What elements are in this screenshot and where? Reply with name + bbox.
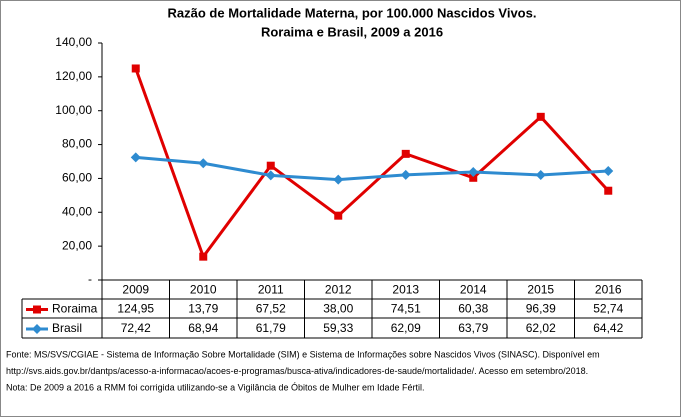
table-value: 74,51	[391, 302, 421, 316]
marker	[130, 152, 141, 163]
table-value: 61,79	[256, 321, 286, 335]
legend-marker	[32, 324, 42, 334]
table-value: 68,94	[188, 321, 218, 335]
table-value: 38,00	[323, 302, 353, 316]
marker	[401, 149, 410, 158]
marker	[469, 173, 478, 182]
y-tick-label: 20,00	[62, 238, 92, 252]
table-value: 72,42	[121, 321, 151, 335]
table-value: 60,38	[458, 302, 488, 316]
table-value: 96,39	[526, 302, 556, 316]
table-value: 63,79	[458, 321, 488, 335]
series-line	[135, 155, 609, 182]
marker	[266, 161, 275, 170]
marker	[536, 112, 545, 121]
chart-title: Razão de Mortalidade Materna, por 100.00…	[168, 5, 537, 20]
x-tick-label: 2009	[122, 283, 149, 297]
table-value: 64,42	[593, 321, 623, 335]
x-tick-label: 2010	[190, 283, 217, 297]
legend-marker	[33, 305, 41, 314]
marker	[468, 167, 479, 178]
marker	[334, 211, 343, 220]
series-line	[134, 67, 610, 260]
x-tick-label: 2013	[392, 283, 419, 297]
y-tick-label: 60,00	[62, 171, 92, 185]
marker	[604, 186, 613, 195]
marker	[265, 170, 276, 181]
marker	[535, 170, 546, 181]
marker	[199, 252, 208, 261]
x-tick-label: 2011	[258, 283, 284, 297]
x-tick-label: 2016	[595, 283, 622, 297]
table-value: 13,79	[188, 302, 218, 316]
x-tick-label: 2014	[460, 283, 487, 297]
table-value: 124,95	[117, 302, 154, 316]
y-tick-label: -	[88, 272, 92, 286]
legend-label: Brasil	[52, 321, 82, 335]
table-value: 62,09	[391, 321, 421, 335]
legend-label: Roraima	[52, 302, 98, 316]
marker	[333, 174, 344, 185]
note: http://svs.aids.gov.br/dantps/acesso-a-i…	[6, 366, 588, 376]
table-value: 52,74	[593, 302, 623, 316]
chart-subtitle: Roraima e Brasil, 2009 a 2016	[261, 24, 443, 39]
marker	[603, 165, 614, 176]
table-value: 62,02	[526, 321, 556, 335]
table-value: 59,33	[323, 321, 353, 335]
x-tick-label: 2012	[325, 283, 352, 297]
x-tick-label: 2015	[527, 283, 554, 297]
y-tick-label: 140,00	[55, 35, 92, 49]
y-tick-label: 120,00	[55, 69, 92, 83]
y-tick-label: 100,00	[55, 103, 92, 117]
marker	[131, 64, 140, 73]
table-value: 67,52	[256, 302, 286, 316]
marker	[198, 158, 209, 169]
y-tick-label: 80,00	[62, 137, 92, 151]
note: Nota: De 2009 a 2016 a RMM foi corrigida…	[6, 382, 425, 392]
marker	[400, 169, 411, 180]
note: Fonte: MS/SVS/CGIAE - Sistema de Informa…	[6, 349, 600, 359]
y-tick-label: 40,00	[62, 204, 92, 218]
